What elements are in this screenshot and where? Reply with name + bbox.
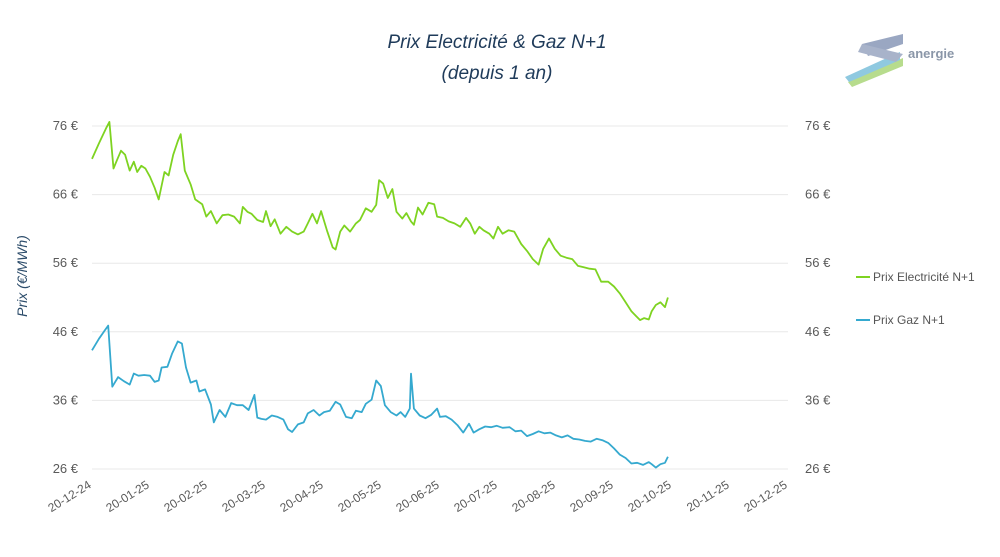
logo-mark-mid (858, 44, 903, 62)
x-tick-label: 20-01-25 (103, 478, 151, 516)
y-axis-left: 76 € 66 € 56 € 46 € 36 € 26 € (53, 118, 79, 476)
x-tick-label: 20-10-25 (625, 478, 673, 516)
y-axis-title: Prix (€/MWh) (14, 235, 30, 317)
x-tick-label: 20-12-25 (741, 478, 789, 516)
y-tick-label-left: 26 € (53, 461, 79, 476)
x-tick-label: 20-07-25 (451, 478, 499, 516)
brand-name: anergie (908, 46, 954, 61)
series-line-electricity (91, 121, 669, 321)
y-tick-label-left: 66 € (53, 187, 79, 202)
x-tick-label: 20-08-25 (509, 478, 557, 516)
y-tick-label-right: 46 € (805, 324, 831, 339)
chart-subtitle: (depuis 1 an) (442, 63, 553, 84)
x-tick-label: 20-04-25 (277, 478, 325, 516)
legend: Prix Electricité N+1 Prix Gaz N+1 (856, 270, 975, 327)
gridlines (92, 125, 788, 470)
logo-mark-green (848, 58, 903, 87)
brand-logo: anergie (845, 34, 954, 87)
logo-mark-blue (845, 52, 900, 82)
y-axis-right: 76 € 66 € 56 € 46 € 36 € 26 € (805, 118, 831, 476)
x-tick-label: 20-11-25 (684, 478, 732, 515)
legend-label-gas: Prix Gaz N+1 (873, 313, 945, 327)
x-tick-label: 20-02-25 (161, 478, 209, 516)
y-tick-label-left: 56 € (53, 255, 79, 270)
y-tick-label-right: 26 € (805, 461, 831, 476)
y-tick-label-left: 76 € (53, 118, 79, 133)
legend-label-electricity: Prix Electricité N+1 (873, 270, 975, 284)
y-tick-label-right: 66 € (805, 187, 831, 202)
series-line-gas (91, 324, 669, 469)
y-tick-label-left: 36 € (53, 392, 79, 407)
y-tick-label-right: 56 € (805, 255, 831, 270)
x-tick-label: 20-06-25 (393, 478, 441, 516)
x-tick-label: 20-12-24 (45, 478, 93, 516)
x-tick-label: 20-09-25 (567, 478, 615, 516)
series-group (91, 121, 669, 469)
y-tick-label-left: 46 € (53, 324, 79, 339)
y-tick-label-right: 76 € (805, 118, 831, 133)
x-tick-label: 20-05-25 (335, 478, 383, 516)
x-tick-label: 20-03-25 (219, 478, 267, 516)
chart-title: Prix Electricité & Gaz N+1 (387, 32, 606, 53)
y-tick-label-right: 36 € (805, 392, 831, 407)
x-axis: 20-12-24 20-01-25 20-02-25 20-03-25 20-04-25… (45, 478, 789, 516)
